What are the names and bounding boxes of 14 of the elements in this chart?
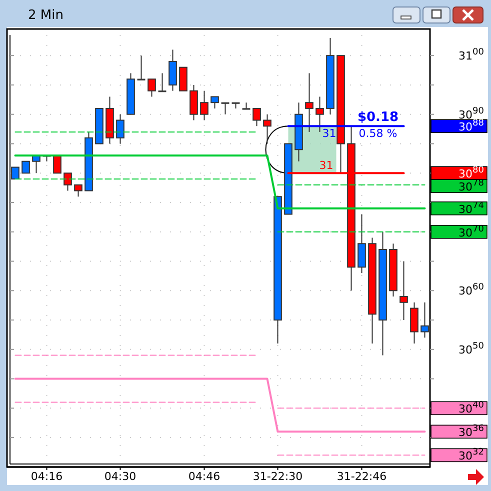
- text: 30$^{88}$: [458, 118, 484, 134]
- chart-title: 2 Min: [28, 8, 64, 23]
- y-tick-label: 31$^{00}$: [458, 48, 484, 63]
- y-tick-label: 30$^{60}$: [458, 282, 484, 298]
- annotation: $0.18: [357, 110, 399, 126]
- x-tick-label: 31-22:46: [336, 470, 387, 483]
- y-tick-label: 30$^{50}$: [458, 341, 484, 356]
- x-tick-label: 04:46: [188, 470, 220, 483]
- x-tick-label: 04:16: [30, 470, 63, 483]
- x-tick-label: 31-22:30: [252, 470, 303, 483]
- annotation: 31: [319, 159, 334, 172]
- x-tick-label: 04:30: [104, 470, 136, 483]
- annotation: 0.58 %: [358, 127, 398, 140]
- annotation: 31: [322, 127, 336, 140]
